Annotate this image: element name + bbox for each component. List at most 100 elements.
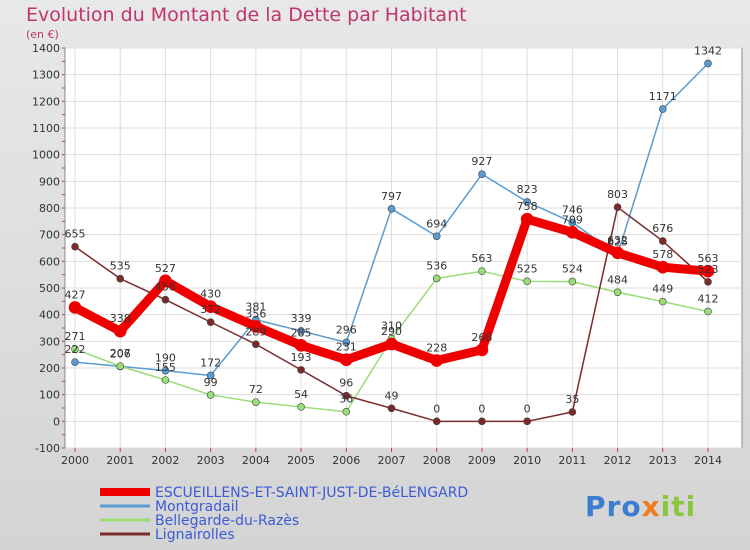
data-point (568, 408, 577, 416)
data-label: 381 (245, 301, 266, 314)
data-label: 268 (471, 331, 492, 344)
x-tick-label: 2001 (106, 454, 134, 467)
data-point (704, 307, 712, 316)
data-point (294, 339, 308, 352)
data-point (342, 338, 351, 347)
data-point (611, 246, 624, 260)
data-label: 72 (249, 383, 263, 396)
data-point (568, 277, 577, 286)
plot-area (64, 47, 743, 449)
x-tick-label: 2004 (242, 454, 270, 467)
data-point (342, 391, 351, 400)
chart-title: Evolution du Montant de la Dette par Hab… (26, 4, 467, 26)
data-point (478, 170, 486, 178)
data-label: 694 (426, 217, 447, 230)
data-point (432, 274, 441, 283)
data-point (161, 366, 170, 375)
data-label: 231 (336, 341, 357, 354)
x-tick-label: 2007 (378, 454, 406, 467)
data-point (566, 225, 579, 239)
data-label: 290 (381, 325, 402, 338)
data-label: 535 (110, 260, 131, 273)
data-point (432, 232, 441, 241)
data-label: 563 (698, 252, 719, 265)
data-label: 746 (562, 203, 583, 216)
data-label: 155 (155, 361, 176, 374)
data-point (161, 295, 170, 304)
x-tick-label: 2013 (649, 454, 677, 467)
y-tick-label: 1200 (32, 95, 60, 108)
data-label: 296 (336, 323, 357, 336)
data-label: 271 (65, 330, 86, 343)
x-tick-label: 2003 (197, 454, 225, 467)
y-tick-label: 1100 (32, 122, 60, 135)
data-label: 430 (200, 288, 221, 301)
y-tick-label: 1300 (32, 69, 60, 82)
data-point (116, 362, 125, 370)
y-tick-label: 1400 (32, 42, 60, 55)
data-label: 35 (565, 393, 579, 406)
x-tick-label: 2005 (287, 454, 315, 467)
y-tick-label: 700 (39, 229, 60, 242)
data-label: 625 (607, 236, 628, 249)
data-label: 372 (200, 303, 221, 316)
data-label: 222 (65, 343, 86, 356)
y-tick-label: 900 (39, 175, 60, 188)
data-label: 1342 (694, 44, 722, 57)
data-point (297, 366, 305, 374)
data-point (568, 218, 577, 227)
y-tick-label: 800 (39, 202, 60, 215)
x-tick-label: 2008 (423, 454, 451, 467)
x-tick-label: 2014 (694, 454, 722, 467)
data-point (387, 205, 396, 213)
data-label: 356 (245, 307, 266, 320)
y-tick-label: 0 (53, 415, 60, 428)
data-label: 193 (291, 351, 312, 364)
data-label: 449 (652, 283, 673, 296)
data-label: 289 (245, 325, 266, 338)
x-tick-label: 2002 (151, 454, 179, 467)
data-point (704, 59, 712, 68)
data-point (613, 288, 622, 297)
data-label: 228 (426, 342, 447, 355)
data-point (658, 297, 667, 306)
y-tick-label: -100 (35, 442, 60, 455)
data-label: 803 (607, 188, 628, 201)
data-label: 655 (65, 228, 86, 241)
data-label: 338 (110, 312, 131, 325)
data-label: 427 (65, 288, 86, 301)
data-point (252, 340, 260, 349)
data-point (658, 237, 667, 245)
data-point (475, 343, 489, 357)
legend-entry: Bellegarde-du-Razès (155, 513, 299, 529)
data-label: 207 (110, 347, 131, 360)
data-point (523, 277, 531, 286)
data-label: 536 (426, 259, 447, 272)
x-tick-label: 2011 (558, 454, 586, 467)
data-label: 54 (294, 388, 308, 401)
data-label: 0 (524, 402, 531, 415)
data-label: 709 (562, 213, 583, 226)
data-label: 797 (381, 190, 402, 203)
data-label: 456 (155, 281, 176, 294)
data-label: 927 (471, 155, 492, 168)
data-label: 758 (517, 200, 538, 213)
data-point (71, 358, 79, 366)
proxiti-logo: Proxiti (585, 490, 697, 523)
data-label: 310 (381, 320, 402, 333)
y-tick-label: 100 (39, 389, 60, 402)
data-label: 823 (517, 183, 538, 196)
data-point (478, 417, 486, 426)
data-label: 190 (155, 352, 176, 365)
data-point (478, 267, 486, 276)
data-label: 527 (155, 262, 176, 275)
data-label: 96 (339, 377, 353, 390)
data-point (71, 242, 79, 251)
data-point (161, 376, 170, 384)
data-point (204, 300, 217, 313)
x-tick-label: 2000 (61, 454, 89, 467)
data-point (342, 407, 351, 416)
legend-entry: Lignairolles (155, 527, 235, 543)
data-label: 563 (471, 252, 492, 265)
